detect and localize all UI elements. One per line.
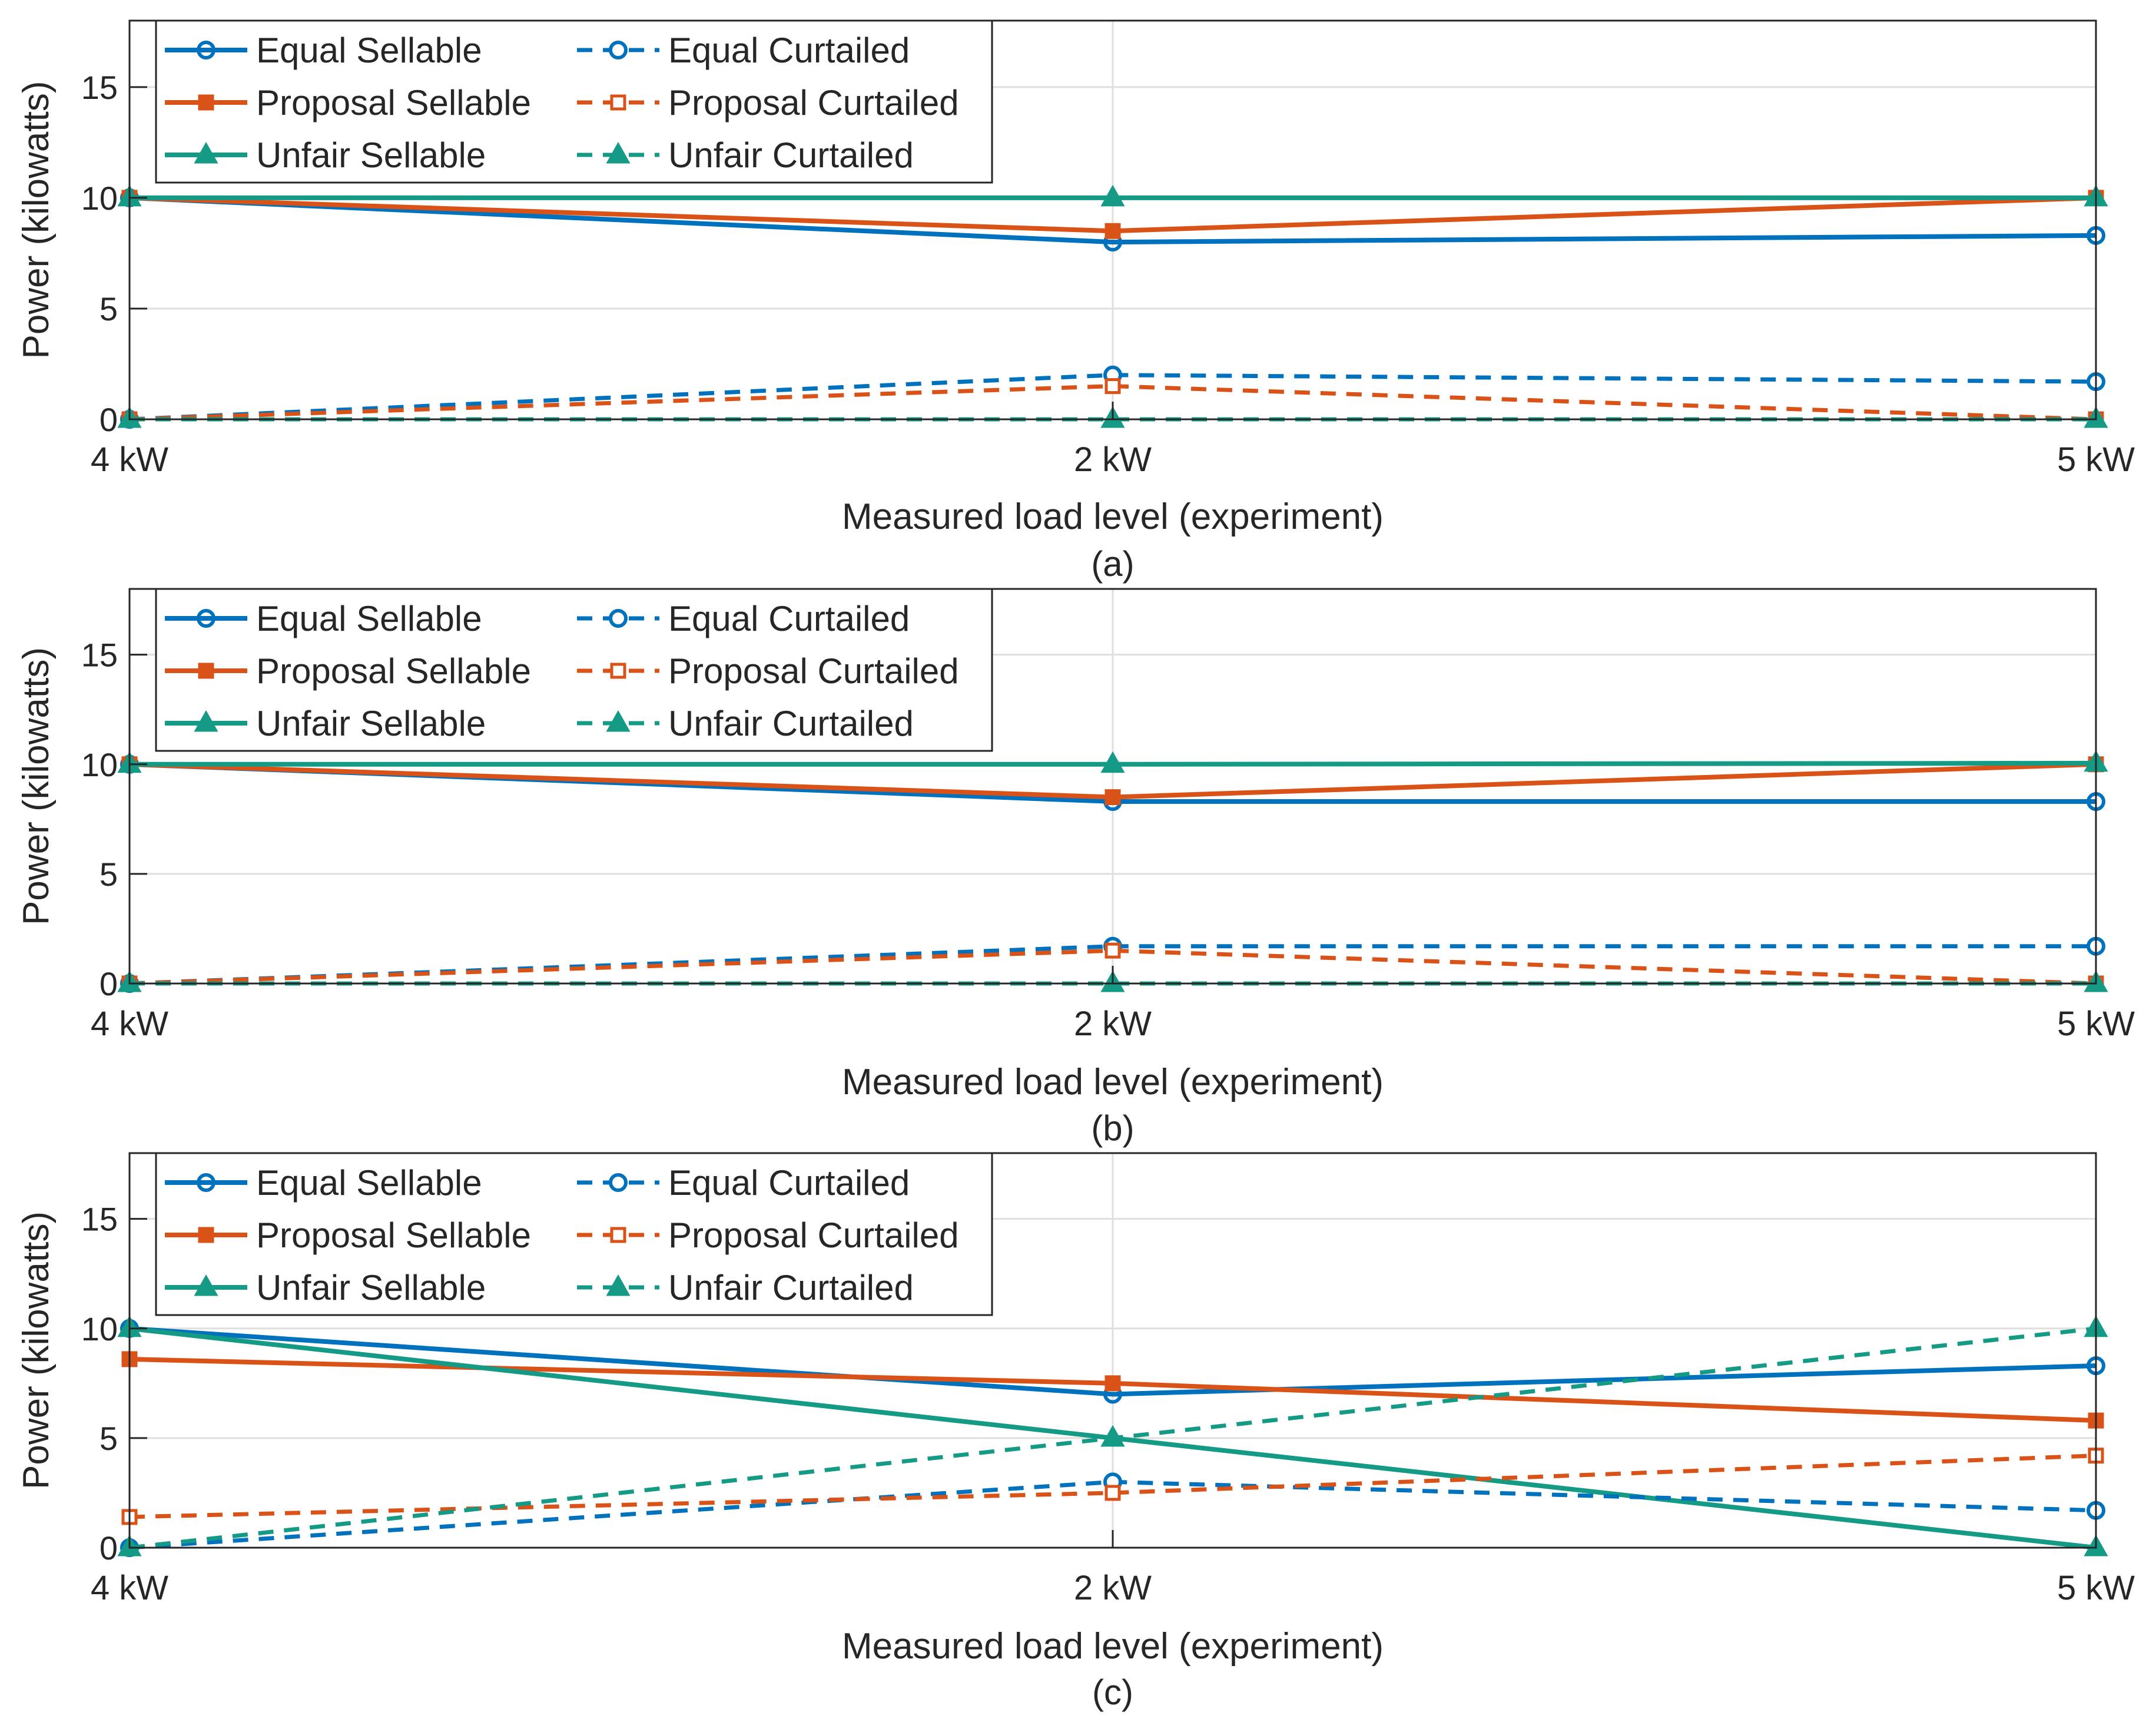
legend-label-equal-curtailed: Equal Curtailed xyxy=(668,599,910,638)
legend-marker-equal-curtailed xyxy=(609,41,628,59)
legend-label-equal-curtailed: Equal Curtailed xyxy=(668,1163,910,1203)
legend-label-unfair-sellable: Unfair Sellable xyxy=(256,135,486,175)
legend-marker-proposal-sellable xyxy=(198,94,214,111)
y-axis-label: Power (kilowatts) xyxy=(16,81,57,359)
legend: Equal Sellable Equal Curtailed Proposal Se… xyxy=(155,588,993,752)
legend-marker-equal-sellable xyxy=(197,41,215,59)
x-tick-label: 2 kW xyxy=(1074,441,1152,479)
legend-marker-unfair-curtailed xyxy=(606,141,631,164)
legend-marker-equal-curtailed xyxy=(609,1173,628,1192)
legend-label-unfair-sellable: Unfair Sellable xyxy=(256,1268,486,1307)
legend-marker-unfair-curtailed xyxy=(606,710,631,732)
series-line xyxy=(129,948,2097,986)
legend-label-proposal-curtailed: Proposal Curtailed xyxy=(668,1216,959,1255)
panel-caption: (a) xyxy=(1091,544,1134,584)
data-point xyxy=(1104,378,1121,395)
x-tick-label: 4 kW xyxy=(91,441,168,479)
legend-marker-proposal-curtailed xyxy=(610,1227,626,1243)
legend-label-unfair-curtailed: Unfair Curtailed xyxy=(668,704,914,743)
legend-marker-unfair-sellable xyxy=(194,141,218,164)
legend-box xyxy=(155,588,993,752)
legend-label-proposal-sellable: Proposal Sellable xyxy=(256,83,531,122)
legend-marker-equal-sellable xyxy=(197,609,215,628)
series-line xyxy=(129,1453,2097,1519)
data-point xyxy=(1104,223,1121,239)
series-line xyxy=(129,373,2097,422)
legend-marker-equal-sellable xyxy=(197,1173,215,1192)
legend-label-proposal-curtailed: Proposal Curtailed xyxy=(668,651,959,691)
legend-label-proposal-sellable: Proposal Sellable xyxy=(256,651,531,691)
y-tick-label: 15 xyxy=(81,69,118,106)
legend-label-proposal-sellable: Proposal Sellable xyxy=(256,1216,531,1255)
y-axis-label: Power (kilowatts) xyxy=(16,1211,57,1489)
legend-marker-unfair-curtailed xyxy=(606,1274,631,1296)
x-tick-label: 2 kW xyxy=(1074,1005,1152,1043)
x-tick-label: 5 kW xyxy=(2057,441,2135,479)
x-tick-label: 4 kW xyxy=(91,1005,168,1043)
legend-marker-proposal-curtailed xyxy=(610,94,626,111)
x-tick-label: 4 kW xyxy=(91,1569,168,1607)
legend-label-equal-sellable: Equal Sellable xyxy=(256,1163,482,1203)
x-axis-label: Measured load level (experiment) xyxy=(842,496,1384,537)
legend-marker-unfair-sellable xyxy=(194,710,218,732)
legend-label-equal-sellable: Equal Sellable xyxy=(256,599,482,638)
y-tick-label: 10 xyxy=(81,746,118,783)
panel-caption: (c) xyxy=(1092,1673,1133,1712)
legend-marker-equal-curtailed xyxy=(609,609,628,628)
series-line xyxy=(129,195,2097,245)
x-tick-label: 5 kW xyxy=(2057,1569,2135,1607)
legend-label-unfair-sellable: Unfair Sellable xyxy=(256,704,486,743)
legend-marker-proposal-sellable xyxy=(198,1227,214,1243)
chart-panel-a: 0 5 10 15 4 kW 2 kW 5 kW Measured load level (e… xyxy=(16,19,2135,584)
y-tick-label: 15 xyxy=(81,1201,118,1238)
legend-box xyxy=(155,1152,993,1316)
data-point xyxy=(1104,1375,1121,1392)
legend-label-proposal-curtailed: Proposal Curtailed xyxy=(668,83,959,122)
data-point xyxy=(1104,1485,1121,1501)
data-point xyxy=(1100,1425,1125,1447)
legend: Equal Sellable Equal Curtailed Proposal Se… xyxy=(155,19,993,184)
legend-label-equal-curtailed: Equal Curtailed xyxy=(668,31,910,70)
x-axis-label: Measured load level (experiment) xyxy=(842,1626,1384,1667)
data-point xyxy=(1100,751,1125,773)
series-line xyxy=(129,384,2097,422)
y-tick-label: 10 xyxy=(81,180,118,217)
chart-panel-c: 0 5 10 15 4 kW 2 kW 5 kW Measured load level (e… xyxy=(16,1152,2135,1712)
legend-marker-proposal-curtailed xyxy=(610,663,626,679)
series-line xyxy=(129,1326,2097,1397)
legend-label-equal-sellable: Equal Sellable xyxy=(256,31,482,70)
series-line xyxy=(129,944,2096,986)
y-tick-label: 0 xyxy=(99,965,118,1002)
panel-caption: (b) xyxy=(1091,1108,1134,1148)
y-tick-label: 15 xyxy=(81,637,118,674)
y-tick-label: 5 xyxy=(99,1420,118,1457)
legend-label-unfair-curtailed: Unfair Curtailed xyxy=(668,135,914,175)
y-tick-label: 0 xyxy=(99,1529,118,1567)
y-tick-label: 5 xyxy=(99,856,118,893)
y-tick-label: 0 xyxy=(99,401,118,438)
x-tick-label: 5 kW xyxy=(2057,1005,2135,1043)
legend-marker-unfair-sellable xyxy=(194,1274,218,1296)
chart-panel-b: 0 5 10 15 4 kW 2 kW 5 kW Measured load level (e… xyxy=(16,588,2135,1148)
data-point xyxy=(1104,789,1121,806)
x-axis-label: Measured load level (experiment) xyxy=(842,1062,1384,1102)
data-point xyxy=(1104,942,1121,959)
data-point xyxy=(1100,184,1125,207)
legend-box xyxy=(155,19,993,184)
legend-label-unfair-curtailed: Unfair Curtailed xyxy=(668,1268,914,1307)
legend: Equal Sellable Equal Curtailed Proposal Se… xyxy=(155,1152,993,1316)
x-tick-label: 2 kW xyxy=(1074,1569,1152,1607)
legend-marker-proposal-sellable xyxy=(198,663,214,679)
y-tick-label: 5 xyxy=(99,290,118,327)
y-axis-label: Power (kilowatts) xyxy=(16,647,57,925)
y-tick-label: 10 xyxy=(81,1310,118,1347)
